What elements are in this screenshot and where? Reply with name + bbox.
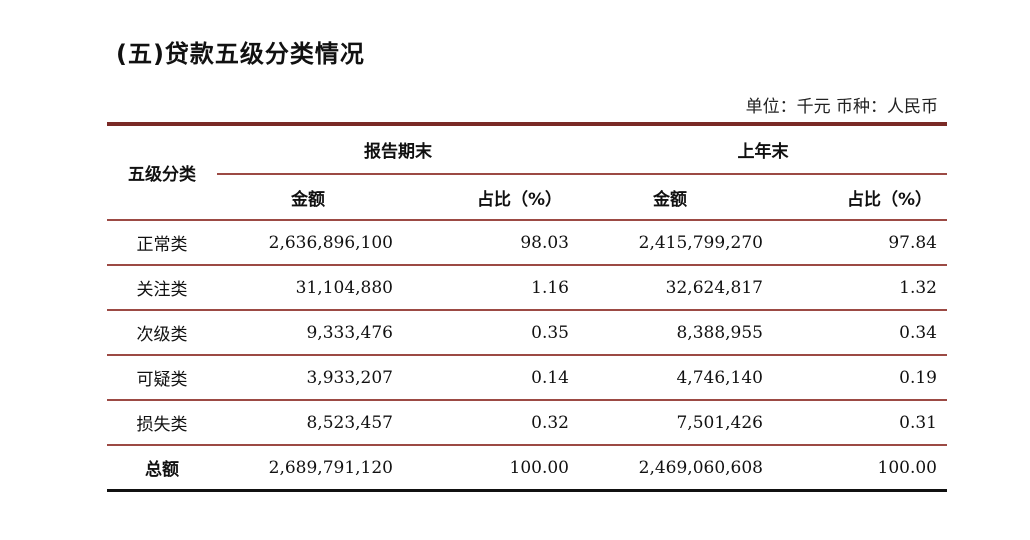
row-cur-ratio: 0.35 <box>531 322 569 343</box>
row-cur-ratio: 0.32 <box>531 412 569 433</box>
table-row: 关注类 31,104,880 1.16 32,624,817 1.32 <box>107 265 947 310</box>
row-cur-amount: 3,933,207 <box>306 367 393 388</box>
table-row: 损失类 8,523,457 0.32 7,501,426 0.31 <box>107 400 947 445</box>
loan-classification-table: 五级分类 报告期末 上年末 金额 占比（%） 金额 占比（%） 正常类 2,63… <box>107 122 947 492</box>
row-cur-ratio: 0.14 <box>531 367 569 388</box>
header-category: 五级分类 <box>107 124 217 221</box>
header-cur-ratio: 占比（%） <box>403 174 579 221</box>
header-prev-ratio: 占比（%） <box>773 174 947 221</box>
row-cur-amount: 9,333,476 <box>306 322 393 343</box>
row-prev-ratio: 97.84 <box>888 232 937 253</box>
header-prev-amount: 金额 <box>579 174 773 221</box>
total-prev-amount: 2,469,060,608 <box>638 457 763 478</box>
table-row: 可疑类 3,933,207 0.14 4,746,140 0.19 <box>107 355 947 400</box>
row-prev-amount: 2,415,799,270 <box>638 232 763 253</box>
table-row: 次级类 9,333,476 0.35 8,388,955 0.34 <box>107 310 947 355</box>
row-cur-amount: 8,523,457 <box>306 412 393 433</box>
row-category: 次级类 <box>136 325 188 345</box>
page-title: (五)贷款五级分类情况 <box>116 40 365 68</box>
row-prev-amount: 8,388,955 <box>676 322 763 343</box>
row-category: 关注类 <box>136 280 188 300</box>
row-prev-ratio: 1.32 <box>899 277 937 298</box>
row-cur-ratio: 1.16 <box>531 277 569 298</box>
row-category: 可疑类 <box>136 370 188 390</box>
row-cur-amount: 31,104,880 <box>295 277 393 298</box>
row-prev-amount: 32,624,817 <box>665 277 763 298</box>
header-last-year-end: 上年末 <box>579 124 947 175</box>
total-prev-ratio: 100.00 <box>877 457 937 478</box>
total-cur-amount: 2,689,791,120 <box>268 457 393 478</box>
unit-note: 单位：千元 币种：人民币 <box>745 97 938 117</box>
row-cur-ratio: 98.03 <box>520 232 569 253</box>
table-total-row: 总额 2,689,791,120 100.00 2,469,060,608 10… <box>107 445 947 491</box>
total-category: 总额 <box>145 460 179 480</box>
table-row: 正常类 2,636,896,100 98.03 2,415,799,270 97… <box>107 220 947 265</box>
total-cur-ratio: 100.00 <box>509 457 569 478</box>
row-prev-amount: 7,501,426 <box>676 412 763 433</box>
row-prev-ratio: 0.19 <box>899 367 937 388</box>
header-cur-amount: 金额 <box>217 174 403 221</box>
row-cur-amount: 2,636,896,100 <box>268 232 393 253</box>
header-period-end: 报告期末 <box>217 124 579 175</box>
row-category: 正常类 <box>136 235 188 255</box>
row-category: 损失类 <box>136 415 188 435</box>
row-prev-amount: 4,746,140 <box>676 367 763 388</box>
row-prev-ratio: 0.31 <box>899 412 937 433</box>
row-prev-ratio: 0.34 <box>899 322 937 343</box>
